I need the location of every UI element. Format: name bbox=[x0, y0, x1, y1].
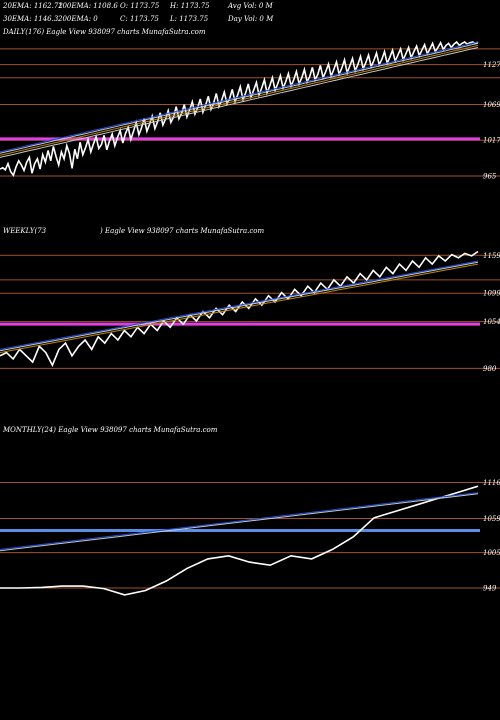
header-field: H: 1173.75 bbox=[169, 2, 210, 10]
header-field: Avg Vol: 0 M bbox=[227, 2, 274, 10]
tick-label: 1059 bbox=[483, 515, 500, 523]
tick-label: 1017 bbox=[483, 137, 500, 145]
header-field: 200EMA: 0 bbox=[57, 15, 98, 23]
tick-label: 1099 bbox=[483, 290, 500, 298]
tick-label: 1127 bbox=[483, 61, 500, 69]
weekly-title-right: ) Eagle View 938097 charts MunafaSutra.c… bbox=[99, 227, 265, 235]
series-ema30 bbox=[0, 42, 479, 154]
tick-label: 1005 bbox=[483, 549, 500, 557]
weekly-title-left: WEEKLY(73 bbox=[3, 227, 47, 235]
series-ema30 bbox=[0, 261, 479, 352]
panel-daily: DAILY(176) Eagle View 938097 charts Muna… bbox=[0, 28, 500, 180]
series-ema30 bbox=[0, 493, 479, 552]
series-ema100 bbox=[0, 44, 479, 156]
header-line-2: 30EMA: 1146.3200EMA: 0 C: 1173.75 L: 1173.… bbox=[3, 15, 274, 23]
header-field: 20EMA: 1162.72 bbox=[2, 2, 63, 10]
daily-title: DAILY(176) Eagle View 938097 charts Muna… bbox=[2, 28, 206, 36]
tick-label: 1069 bbox=[483, 101, 500, 109]
series-ema200 bbox=[0, 47, 479, 158]
series-ema20 bbox=[0, 492, 479, 550]
header-line-1: 20EMA: 1162.72100EMA: 1108.6 O: 1173.75 H:… bbox=[2, 2, 274, 10]
tick-label: 1116 bbox=[483, 479, 500, 487]
series-ema100 bbox=[0, 263, 479, 354]
tick-label: 1159 bbox=[483, 252, 500, 260]
header-field: 30EMA: 1146.3 bbox=[3, 15, 59, 23]
series-ema20 bbox=[0, 41, 479, 153]
header-field: Day Vol: 0 M bbox=[227, 15, 274, 23]
panel-monthly: MONTHLY(24) Eagle View 938097 charts Mun… bbox=[0, 426, 500, 596]
tick-label: 949 bbox=[483, 584, 497, 592]
header-field: L: 1173.75 bbox=[169, 15, 209, 23]
series-price bbox=[0, 485, 479, 596]
header-field: O: 1173.75 bbox=[120, 2, 160, 10]
tick-label: 1054 bbox=[483, 318, 500, 326]
monthly-title: MONTHLY(24) Eagle View 938097 charts Mun… bbox=[2, 426, 218, 434]
header-field: C: 1173.75 bbox=[120, 15, 159, 23]
series-price bbox=[0, 40, 479, 178]
tick-label: 980 bbox=[483, 365, 497, 373]
header-field: 100EMA: 1108.6 bbox=[58, 2, 118, 10]
tick-label: 965 bbox=[483, 172, 497, 180]
series-ema20 bbox=[0, 260, 479, 350]
panel-weekly: WEEKLY(73 ) Eagle View 938097 charts Mun… bbox=[0, 227, 500, 373]
